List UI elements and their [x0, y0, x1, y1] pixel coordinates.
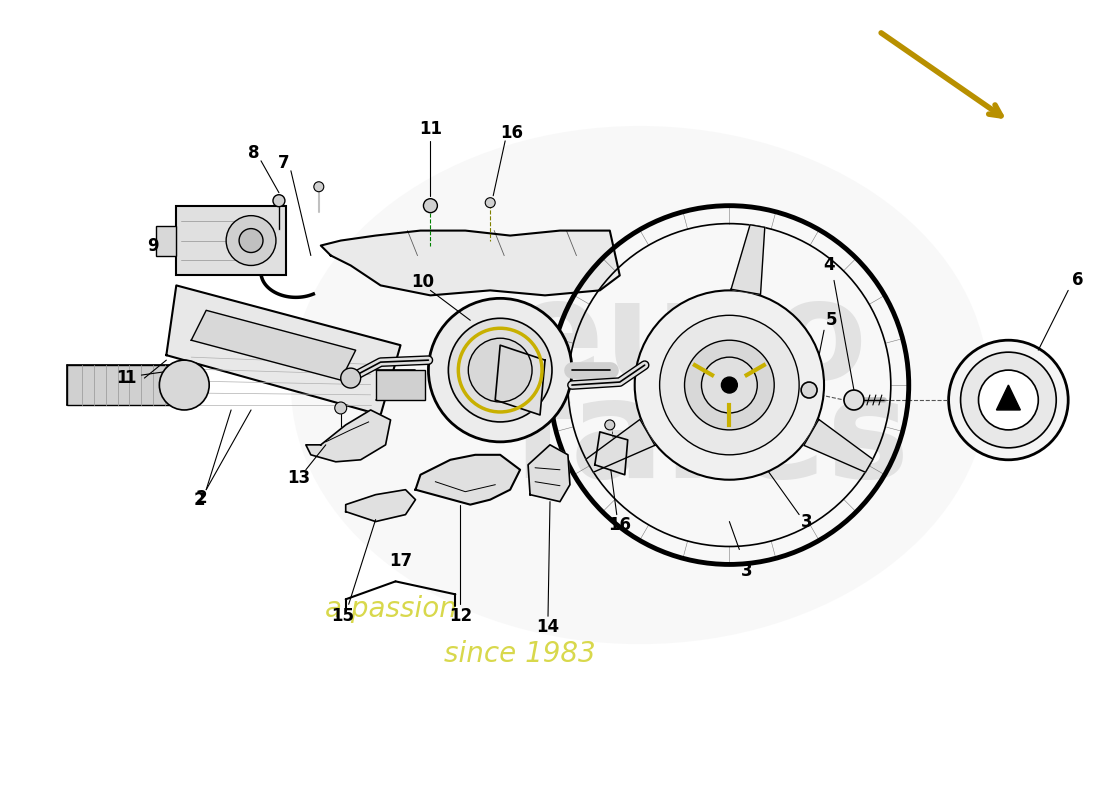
Circle shape	[239, 229, 263, 253]
Polygon shape	[191, 310, 355, 380]
Ellipse shape	[290, 126, 989, 644]
Circle shape	[948, 340, 1068, 460]
Circle shape	[424, 198, 438, 213]
Polygon shape	[416, 455, 520, 505]
Circle shape	[722, 377, 737, 393]
Circle shape	[844, 390, 864, 410]
Text: 1: 1	[116, 369, 128, 387]
Polygon shape	[732, 225, 764, 294]
Text: since 1983: since 1983	[444, 640, 596, 668]
Text: 3: 3	[740, 562, 752, 581]
Text: 3: 3	[801, 513, 813, 530]
Circle shape	[801, 382, 817, 398]
Polygon shape	[166, 286, 400, 415]
Polygon shape	[495, 345, 544, 415]
Circle shape	[979, 370, 1038, 430]
Polygon shape	[997, 385, 1021, 410]
Bar	[67, 365, 176, 405]
Circle shape	[160, 360, 209, 410]
Text: 10: 10	[411, 274, 433, 291]
Polygon shape	[804, 419, 873, 472]
Text: 16: 16	[608, 515, 631, 534]
Text: 2: 2	[194, 490, 205, 509]
Circle shape	[469, 338, 532, 402]
Text: 7: 7	[278, 154, 289, 172]
Circle shape	[635, 290, 824, 480]
Text: 1: 1	[123, 369, 135, 387]
Text: 8: 8	[249, 144, 260, 162]
Polygon shape	[345, 490, 416, 522]
Text: 14: 14	[537, 618, 560, 636]
Text: a passion: a passion	[324, 595, 456, 623]
Circle shape	[485, 198, 495, 208]
Polygon shape	[528, 445, 570, 502]
Text: 12: 12	[449, 607, 472, 626]
Circle shape	[449, 318, 552, 422]
Text: 6: 6	[1072, 271, 1084, 290]
Text: 5: 5	[825, 311, 837, 330]
Circle shape	[660, 315, 799, 455]
Text: 2: 2	[196, 489, 207, 506]
Text: 15: 15	[331, 607, 354, 626]
Text: 11: 11	[419, 120, 442, 138]
Text: euro: euro	[510, 273, 867, 408]
Text: 9: 9	[147, 237, 160, 254]
Circle shape	[341, 368, 361, 388]
Bar	[156, 226, 176, 255]
Circle shape	[684, 340, 774, 430]
Text: 17: 17	[389, 553, 412, 570]
Circle shape	[605, 420, 615, 430]
Polygon shape	[586, 419, 654, 472]
Polygon shape	[306, 410, 390, 462]
Text: fares: fares	[510, 372, 910, 507]
Bar	[375, 370, 426, 400]
Circle shape	[702, 357, 757, 413]
Circle shape	[334, 402, 346, 414]
Text: 13: 13	[287, 469, 310, 486]
Circle shape	[273, 194, 285, 206]
Bar	[176, 206, 286, 275]
Circle shape	[960, 352, 1056, 448]
Text: 16: 16	[500, 124, 524, 142]
Circle shape	[227, 216, 276, 266]
Circle shape	[428, 298, 572, 442]
Circle shape	[314, 182, 323, 192]
Polygon shape	[595, 432, 628, 474]
Polygon shape	[321, 230, 619, 295]
Text: 4: 4	[823, 257, 835, 274]
